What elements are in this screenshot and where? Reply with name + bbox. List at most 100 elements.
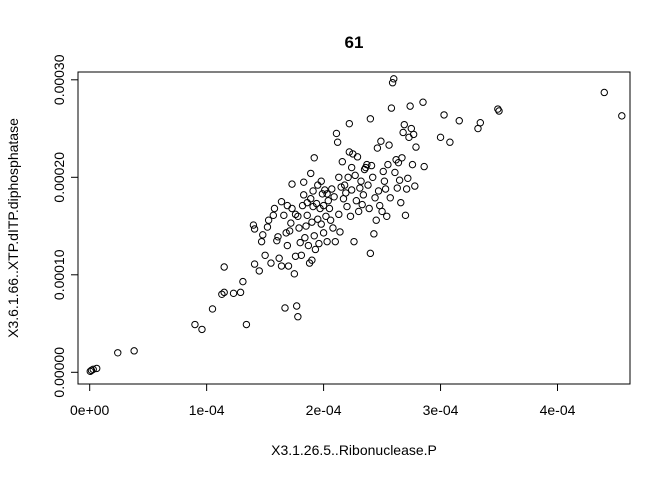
data-point <box>378 207 386 216</box>
chart-title: 61 <box>345 33 364 52</box>
data-point <box>317 177 325 185</box>
data-point <box>385 141 393 149</box>
data-point <box>314 215 322 223</box>
data-point <box>345 148 354 156</box>
data-point <box>372 216 380 224</box>
data-point <box>291 210 300 219</box>
data-point <box>220 288 228 297</box>
x-axis: 0e+00 1e-04 2e-04 3e-04 4e-04 <box>70 383 576 418</box>
data-point <box>397 198 405 207</box>
data-point <box>308 256 316 264</box>
data-point <box>296 238 304 247</box>
data-point <box>366 115 375 123</box>
data-point <box>87 366 96 375</box>
data-point <box>309 187 317 195</box>
data-point <box>263 223 272 231</box>
data-point <box>446 138 454 146</box>
data-point <box>393 184 401 192</box>
data-points <box>86 75 626 376</box>
data-point <box>300 191 308 199</box>
data-point <box>455 117 463 125</box>
data-point <box>412 143 420 151</box>
data-point <box>373 144 382 152</box>
data-point <box>264 216 273 224</box>
data-point <box>344 173 352 182</box>
data-point <box>250 225 259 233</box>
data-point <box>377 137 385 145</box>
data-point <box>366 249 375 258</box>
data-point <box>330 193 338 201</box>
x-tick-label: 3e-04 <box>423 402 459 418</box>
data-point <box>249 221 258 229</box>
data-point <box>388 79 397 87</box>
data-point <box>395 176 404 184</box>
data-point <box>319 229 328 237</box>
data-point <box>345 119 354 128</box>
data-point <box>347 163 356 172</box>
data-point <box>356 184 364 192</box>
data-point <box>319 201 328 210</box>
data-point <box>494 105 502 113</box>
data-point <box>335 173 343 182</box>
data-point <box>357 177 365 185</box>
data-point <box>359 191 368 199</box>
data-point <box>363 160 371 169</box>
y-tick-label: 0.00010 <box>51 249 67 300</box>
data-point <box>326 216 335 224</box>
data-point <box>310 154 318 162</box>
data-point <box>114 349 122 357</box>
data-point <box>312 199 321 208</box>
data-point <box>347 186 356 194</box>
data-point <box>318 190 327 198</box>
data-point <box>370 230 378 238</box>
y-axis-label: X3.6.1.66..XTP.dITP.diphosphatase <box>5 118 21 338</box>
data-point <box>404 174 412 182</box>
data-point <box>310 232 318 240</box>
data-point <box>411 182 419 190</box>
data-point <box>89 365 97 374</box>
data-point <box>333 138 342 146</box>
data-point <box>294 212 302 221</box>
data-point <box>390 75 398 83</box>
data-point <box>420 162 428 171</box>
data-point <box>302 222 310 230</box>
data-point <box>290 270 299 278</box>
data-point <box>409 130 418 139</box>
data-point <box>218 290 226 298</box>
data-point <box>323 190 331 198</box>
data-point <box>130 347 138 355</box>
data-point <box>274 233 282 241</box>
data-point <box>255 267 263 275</box>
data-point <box>364 181 372 189</box>
data-point <box>311 245 320 254</box>
data-point <box>400 120 408 129</box>
data-point <box>351 171 359 180</box>
data-point <box>384 160 392 169</box>
data-point <box>329 224 337 232</box>
data-point <box>236 288 245 297</box>
data-point <box>284 262 293 270</box>
data-point <box>283 241 292 250</box>
data-point <box>308 218 316 226</box>
data-point <box>257 237 266 246</box>
data-point <box>307 195 315 203</box>
data-point <box>292 302 301 310</box>
data-point <box>381 185 390 193</box>
data-point <box>315 239 323 248</box>
data-point <box>346 212 355 221</box>
data-point <box>275 254 283 262</box>
data-point <box>324 197 332 205</box>
data-point <box>352 197 361 205</box>
data-point <box>398 154 406 162</box>
data-point <box>337 183 345 191</box>
data-point <box>287 219 295 227</box>
data-point <box>269 211 278 220</box>
data-point <box>340 181 349 189</box>
data-point <box>242 320 251 329</box>
data-point <box>350 237 358 246</box>
data-point <box>328 185 336 193</box>
data-point <box>353 153 362 161</box>
data-point <box>277 197 286 206</box>
data-point <box>331 237 339 246</box>
data-point <box>300 178 308 186</box>
